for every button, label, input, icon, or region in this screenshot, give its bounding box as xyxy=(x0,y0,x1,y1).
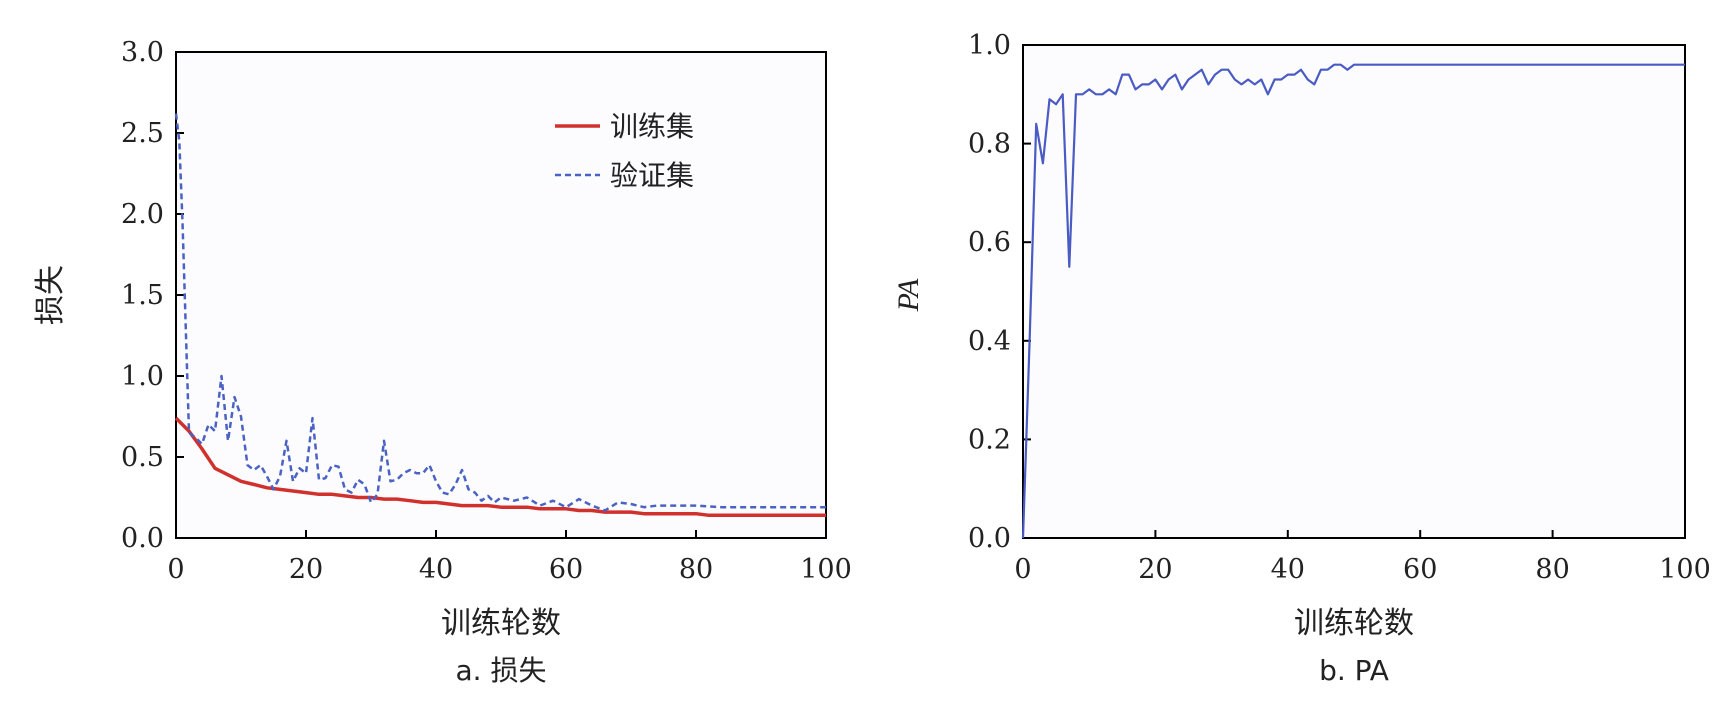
pa-series-line-0 xyxy=(1021,63,1685,539)
legend-train-label: 训练集 xyxy=(610,110,694,143)
loss-series-line-1 xyxy=(174,113,826,512)
pa-y-axis-label: PA xyxy=(892,278,925,312)
loss-series xyxy=(174,113,826,518)
pa-x-tick-label: 20 xyxy=(1138,554,1172,585)
loss-x-axis-label: 训练轮数 xyxy=(441,606,561,641)
loss-y-tick-label: 1.5 xyxy=(121,280,164,311)
pa-x-tick-label: 40 xyxy=(1271,554,1305,585)
pa-x-axis-label: 训练轮数 xyxy=(1294,606,1414,641)
pa-y-tick-label: 0.4 xyxy=(968,326,1011,357)
loss-y-tick-label: 1.0 xyxy=(121,361,164,392)
loss-x-tick-label: 60 xyxy=(549,554,583,585)
loss-caption: a. 损失 xyxy=(456,654,547,687)
pa-y-ticks: 0.0 0.2 0.4 0.6 0.8 1.0 xyxy=(968,30,1031,554)
loss-x-tick-label: 80 xyxy=(679,554,713,585)
pa-y-tick-label: 0.8 xyxy=(968,129,1011,160)
pa-caption: b. PA xyxy=(1319,654,1389,687)
loss-y-tick-label: 2.5 xyxy=(121,118,164,149)
loss-y-tick-label: 0.5 xyxy=(121,442,164,473)
pa-x-tick-label: 80 xyxy=(1535,554,1569,585)
loss-x-ticks: 0 20 40 60 80 100 xyxy=(167,530,852,585)
loss-plot-area xyxy=(175,51,827,539)
pa-y-tick-label: 0.6 xyxy=(968,227,1011,258)
loss-y-ticks: 0.0 0.5 1.0 1.5 2.0 2.5 3.0 xyxy=(121,37,184,554)
pa-plot-area xyxy=(1022,44,1686,539)
legend-val-label: 验证集 xyxy=(610,159,694,192)
pa-x-tick-label: 0 xyxy=(1014,554,1031,585)
loss-x-tick-label: 40 xyxy=(419,554,453,585)
pa-series xyxy=(1021,63,1685,539)
loss-y-axis-label: 损失 xyxy=(33,265,68,325)
loss-y-tick-label: 3.0 xyxy=(121,37,164,68)
loss-y-tick-label: 2.0 xyxy=(121,199,164,230)
loss-x-tick-label: 100 xyxy=(800,554,852,585)
pa-y-tick-label: 0.2 xyxy=(968,424,1011,455)
loss-y-tick-label: 0.0 xyxy=(121,523,164,554)
loss-chart: 0.0 0.5 1.0 1.5 2.0 2.5 3.0 0 20 40 60 80 100 损失 训练… xyxy=(33,37,852,687)
pa-chart: 0.00.20.40.60.81.0 0 20 40 60 80 100 PA 训练轮数 … xyxy=(892,30,1711,687)
loss-legend: 训练集 验证集 xyxy=(555,110,694,192)
pa-x-ticks: 0 20 40 60 80 100 xyxy=(1014,530,1711,585)
pa-x-tick-label: 100 xyxy=(1659,554,1711,585)
pa-y-tick-label: 1.0 xyxy=(968,30,1011,61)
loss-x-tick-label: 20 xyxy=(289,554,323,585)
loss-series-line-0 xyxy=(174,416,826,518)
loss-x-tick-label: 0 xyxy=(167,554,184,585)
pa-x-tick-label: 60 xyxy=(1403,554,1437,585)
pa-y-tick-label: 0.0 xyxy=(968,523,1011,554)
